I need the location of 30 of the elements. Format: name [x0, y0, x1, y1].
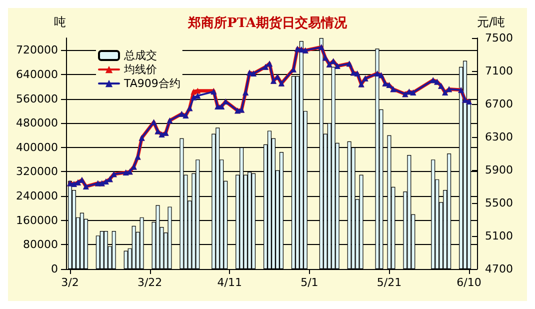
y-tick-label: 80000 — [23, 238, 58, 252]
y-tick-label: 560000 — [16, 92, 58, 106]
legend-label: TA909合约 — [123, 77, 180, 90]
y2-tick-label: 6700 — [485, 98, 513, 110]
x-tick-label: 3/22 — [137, 276, 162, 289]
y2-tick-label: 4700 — [485, 262, 513, 276]
legend-label: 总成交 — [123, 49, 157, 62]
y2-tick-label: 7500 — [485, 32, 513, 44]
y2-axis-title: 元/吨 — [477, 15, 506, 29]
y-tick-label: 0 — [51, 262, 58, 276]
y2-tick-label: 7100 — [485, 64, 513, 78]
y-tick-label: 400000 — [16, 140, 58, 154]
y-tick-label: 640000 — [16, 68, 58, 81]
y2-tick-label: 5100 — [485, 230, 513, 242]
x-tick-label: 5/1 — [300, 276, 318, 289]
y-tick-label: 480000 — [16, 116, 58, 130]
y-axis-title: 吨 — [54, 15, 66, 29]
legend-label: 均线价 — [123, 63, 157, 76]
y-tick-label: 160000 — [16, 214, 58, 227]
chart-title: 郑商所PTA期货日交易情况 — [187, 15, 348, 31]
y2-tick-label: 6300 — [485, 130, 513, 144]
x-tick-label: 3/2 — [61, 276, 79, 289]
y-tick-label: 720000 — [16, 44, 58, 57]
x-tick-label: 5/21 — [376, 276, 402, 289]
x-tick-label: 4/11 — [217, 276, 242, 289]
y2-tick-label: 5900 — [485, 164, 513, 176]
x-tick-label: 6/10 — [456, 276, 482, 289]
y2-tick-label: 5500 — [485, 196, 513, 210]
y-tick-label: 240000 — [16, 190, 58, 203]
y-tick-label: 320000 — [16, 165, 58, 178]
